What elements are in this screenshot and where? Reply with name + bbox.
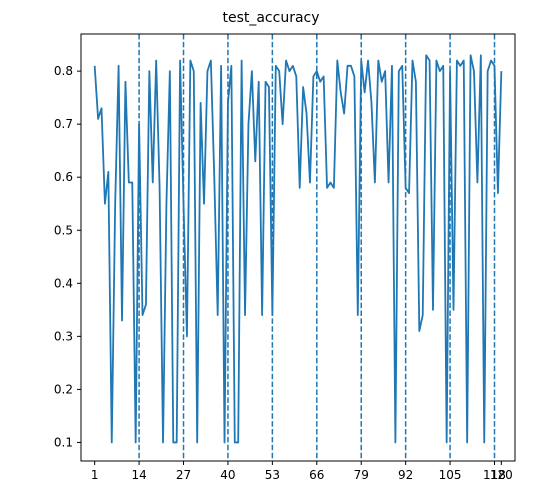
x-tick-label: 40: [220, 468, 235, 482]
x-tick-label: 118: [483, 468, 506, 482]
x-tick-label: 1: [91, 468, 99, 482]
x-tick-label: 79: [354, 468, 369, 482]
series-layer: [93, 54, 503, 444]
x-tick-label: 105: [439, 468, 462, 482]
x-tick-label: 14: [131, 468, 146, 482]
y-tick-label: 0.6: [54, 170, 73, 184]
x-tick-label: 66: [309, 468, 324, 482]
plot-frame: [80, 33, 516, 462]
x-tick-label: 92: [398, 468, 413, 482]
y-tick-label: 0.8: [54, 64, 73, 78]
y-tick-label: 0.7: [54, 117, 73, 131]
vertical-reference-lines: [138, 34, 496, 461]
y-tick-label: 0.2: [54, 382, 73, 396]
y-tick-label: 0.3: [54, 329, 73, 343]
series-line: [93, 54, 503, 444]
y-tick-label: 0.4: [54, 276, 73, 290]
y-tick-label: 0.1: [54, 435, 73, 449]
x-tick-label: 53: [265, 468, 280, 482]
x-tick-label: 120: [490, 468, 513, 482]
x-tick-label: 27: [176, 468, 191, 482]
y-tick-label: 0.5: [54, 223, 73, 237]
chart-title: test_accuracy: [222, 10, 319, 26]
